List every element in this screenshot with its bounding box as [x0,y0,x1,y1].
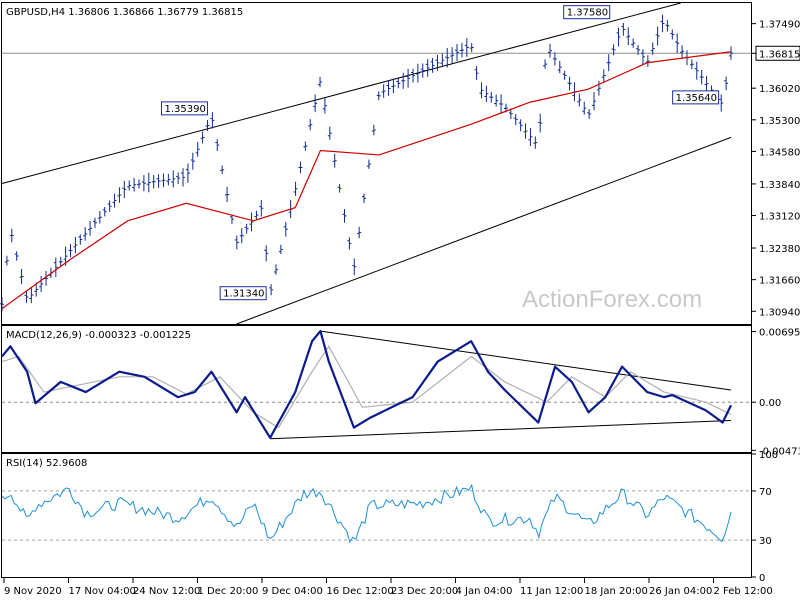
annotation-label: 1.35390 [164,104,205,115]
macd-layer [1,329,751,440]
annotation-box [563,5,611,20]
watermark: ActionForex.com [522,286,702,313]
x-tick-label: 9 Nov 2020 [4,586,62,597]
macd-trend-line-upper [320,330,732,391]
rsi-layer [1,483,751,544]
x-tick-label: 23 Dec 20:00 [391,586,458,597]
x-tick-label: 11 Jan 12:00 [520,586,583,597]
rsi-line [1,483,732,544]
price-tick-label: 1.34580 [759,147,800,158]
x-tick-label: 18 Jan 20:00 [585,586,648,597]
price-tick-label: 1.36815 [759,49,800,60]
channel-line-lower [236,136,732,325]
rsi-tick-label: 100 [759,450,778,461]
x-tick-label: 4 Jan 04:00 [456,586,513,597]
price-tick-label: 1.32380 [759,244,800,255]
annotation-box [219,286,267,301]
macd-tick-label: 0.006956 [759,328,800,339]
sma-line [1,51,732,310]
x-tick-label: 2 Feb 12:00 [714,586,773,597]
axis-layer: 1.37490 1.36815 1.36020 1.35300 1.34580 1.338… [3,20,800,597]
price-tick-label: 1.30940 [759,307,800,318]
macd-trend-line-lower [270,420,732,440]
x-tick-label: 26 Jan 04:00 [649,586,712,597]
macd-tick-label: -0.004736 [759,446,800,457]
rsi-header: RSI(14) 52.9608 [6,458,87,469]
price-tick-label: 1.33120 [759,212,800,223]
rsi-tick-label: 0 [759,573,765,584]
x-tick-label: 24 Nov 12:00 [133,586,200,597]
rsi-panel-frame [1,453,752,578]
x-tick-label: 9 Dec 04:00 [262,586,323,597]
x-tick-label: 17 Nov 04:00 [69,586,136,597]
x-tick-label: 16 Dec 12:00 [327,586,394,597]
annotation-box [672,90,720,105]
channel-line-upper [1,2,681,184]
price-tick-label: 1.33840 [759,180,800,191]
price-tick-label: 1.35300 [759,116,800,127]
price-panel-frame [1,2,752,325]
rsi-tick-label: 70 [759,487,772,498]
price-tick-label: 1.36020 [759,84,800,95]
macd-header: MACD(12,26,9) -0.000323 -0.001225 [6,330,191,341]
macd-signal-line [1,345,732,429]
macd-tick-label: 0.00 [759,398,781,409]
annotation-label: 1.37580 [567,8,608,19]
price-tick-label: 1.37490 [759,20,800,31]
annotation-label: 1.31340 [223,289,264,300]
macd-line [1,329,733,439]
rsi-tick-label: 30 [759,536,772,547]
x-tick-label: 1 Dec 20:00 [198,586,259,597]
annotation-box [160,101,208,116]
macd-panel-frame [1,325,752,453]
price-header: GBPUSD,H4 1.36806 1.36866 1.36779 1.3681… [6,7,243,18]
annotation-label: 1.35640 [676,93,717,104]
current-price-box [755,45,800,61]
price-tick-label: 1.31660 [759,276,800,287]
price-layer: 1.35390 1.31340 1.37580 1.35640 [0,2,751,325]
